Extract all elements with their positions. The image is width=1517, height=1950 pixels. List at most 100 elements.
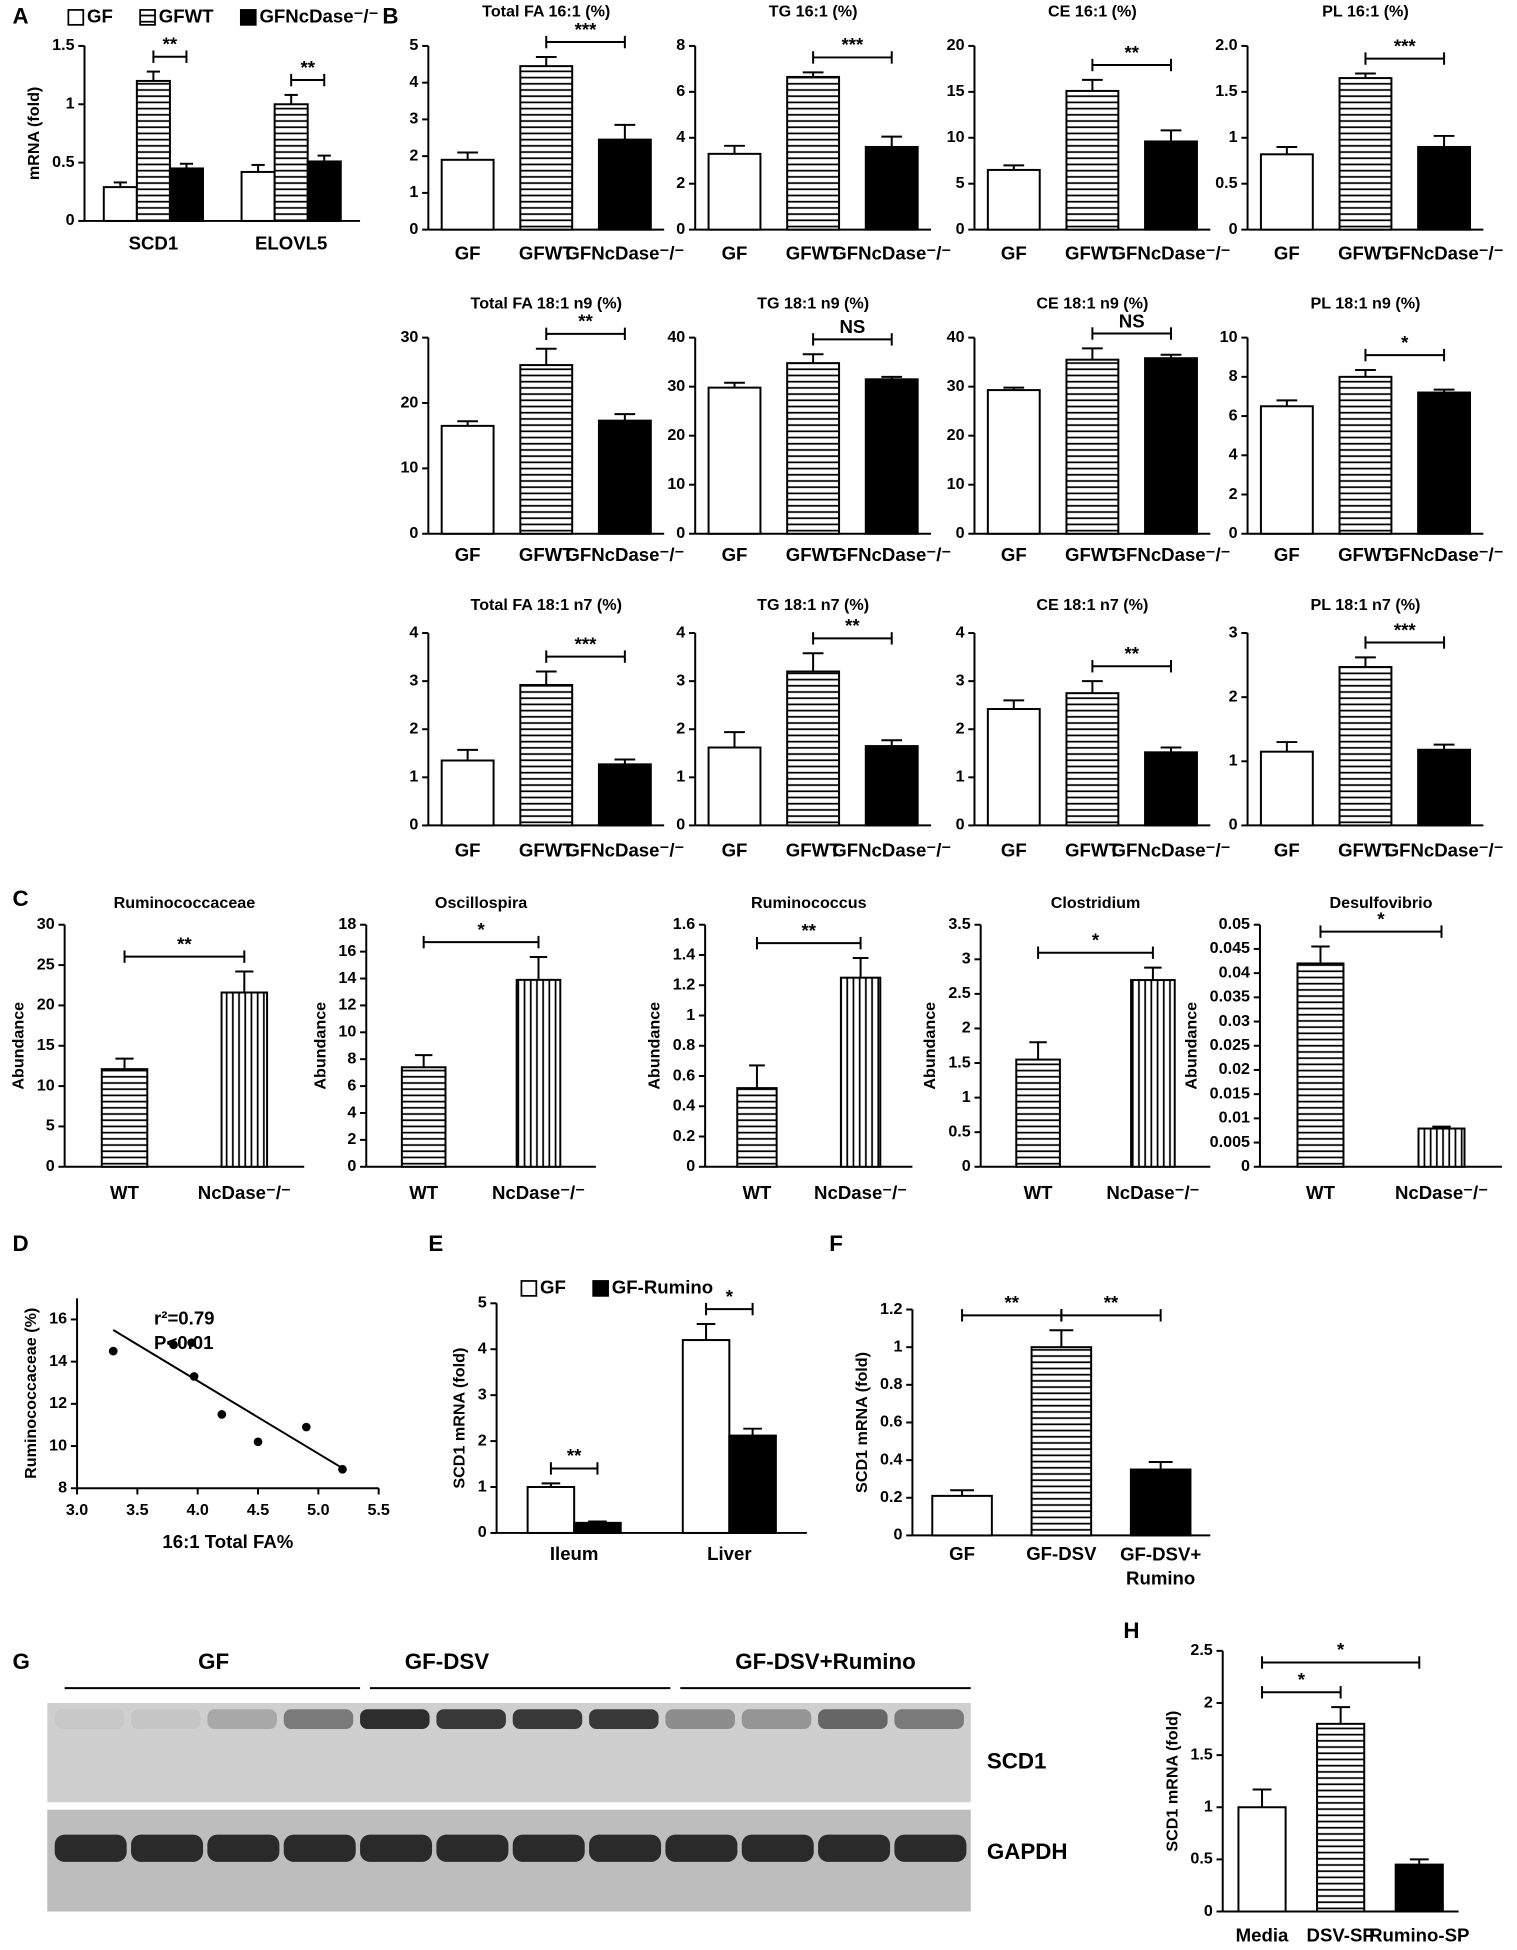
bar [786,670,841,827]
y-tick-label: 10 [37,1076,55,1094]
x-tick-label: Rumino-SP [1369,1924,1469,1945]
bar [519,364,574,535]
significance-label: ** [1124,643,1139,664]
x-tick-label: GF [1001,242,1027,263]
significance-label: ** [578,311,593,332]
y-tick-label: 0.045 [1210,939,1250,957]
significance-label: *** [1394,35,1416,56]
x-tick-label: GFWT [519,242,574,263]
x-tick-label: WT [409,1182,439,1203]
y-tick-label: 0 [66,211,75,229]
bar [1130,979,1176,1168]
chart-title: TG 18:1 n9 (%) [757,294,869,312]
blot-band [665,1834,738,1862]
bar [440,759,495,827]
y-tick-label: 0 [956,524,965,542]
bar [1129,1468,1192,1537]
y-tick-label: 0 [962,1157,971,1175]
y-tick-label: 1 [686,1006,695,1024]
bar [839,976,882,1168]
x-tick-label: GFNcDase⁻/⁻ [1112,839,1231,860]
y-tick-label: 1.6 [673,915,695,933]
y-tick-label: 20 [400,393,418,411]
bar [573,1521,622,1534]
y-axis-label: Abundance [921,1002,939,1090]
y-tick-label: 8 [676,36,685,54]
blot-band [589,1709,659,1730]
y-tick-label: 0 [894,1526,903,1544]
chart-title: PL 18:1 n9 (%) [1311,294,1421,312]
significance-label: * [726,1286,734,1307]
bar [786,362,841,535]
y-tick-label: 0 [1229,816,1238,834]
chart-title: Ruminococcus [751,894,867,912]
blot-band [54,1709,125,1730]
bar [1065,89,1120,231]
y-tick-label: 2 [409,146,418,164]
y-tick-label: 15 [37,1036,55,1054]
bar [1417,145,1472,231]
chart-title: CE 18:1 n9 (%) [1036,294,1148,312]
blot-band [131,1709,201,1730]
x-tick-label: 4.0 [186,1501,208,1519]
chart-title: Clostridium [1051,894,1141,912]
y-tick-label: 1 [1229,128,1238,146]
y-tick-label: 0 [676,220,685,238]
point [217,1410,227,1419]
y-tick-label: 16 [338,942,356,960]
x-tick-label: GF-DSV+ Rumino [1120,1543,1201,1588]
y-tick-label: 4 [956,623,965,641]
chart-title: TG 18:1 n7 (%) [757,596,869,614]
y-tick-label: 0 [46,1157,55,1175]
significance-label: * [1377,908,1385,929]
blot-band [741,1709,812,1730]
blot-band [512,1834,585,1862]
y-tick-label: 0.01 [1219,1109,1250,1127]
legend-swatch [239,9,257,26]
blot-band [283,1834,356,1862]
x-tick-label: GFWT [519,839,574,860]
x-tick-label: GF [1001,839,1027,860]
y-tick-label: 10 [1220,328,1238,346]
y-tick-label: 4 [1229,446,1238,464]
y-tick-label: 0 [478,1523,487,1541]
y-tick-label: 2 [478,1431,487,1449]
chart-title: Total FA 18:1 n9 (%) [471,294,622,312]
bar [100,1068,149,1168]
y-axis-label: Ruminococcaceae (%) [22,1308,40,1479]
y-tick-label: 2.5 [948,984,970,1002]
y-tick-label: 0.005 [1210,1133,1250,1151]
y-tick-label: 3 [1229,623,1238,641]
x-tick-label: GFNcDase⁻/⁻ [565,242,684,263]
x-tick-label: GFWT [1338,839,1393,860]
y-tick-label: 1 [894,1337,903,1355]
y-tick-label: 2 [1229,687,1238,705]
point [108,1346,118,1356]
bar [1144,140,1198,231]
bar [597,138,652,231]
blot-band [436,1834,509,1862]
y-tick-label: 10 [49,1436,67,1454]
y-tick-label: 0 [676,816,685,834]
y-tick-label: 6 [1229,406,1238,424]
x-tick-label: NcDase⁻/⁻ [1395,1182,1488,1203]
y-tick-label: 0.035 [1210,988,1250,1006]
y-tick-label: 3 [478,1385,487,1403]
significance-label: * [1337,1639,1345,1660]
bar [1065,358,1120,535]
blot-group-label: GF-DSV [405,1649,489,1674]
y-tick-label: 20 [947,426,965,444]
y-tick-label: 6 [676,82,685,100]
bar [597,419,652,535]
chart-title: Desulfovibrio [1329,894,1432,912]
legend-swatch [592,1280,609,1297]
x-tick-label: SCD1 [129,232,179,253]
y-tick-label: 5 [409,36,418,54]
x-tick-label: DSV-SP [1307,1924,1375,1945]
y-tick-label: 5 [478,1294,487,1312]
bar [1237,1806,1287,1913]
y-tick-label: 2.0 [1215,36,1237,54]
y-tick-label: 30 [37,915,55,933]
blot-band [54,1834,127,1862]
y-tick-label: 2 [1229,485,1238,503]
